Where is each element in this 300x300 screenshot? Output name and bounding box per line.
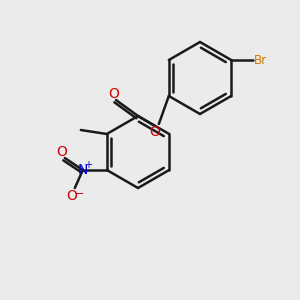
Text: O: O [56, 145, 67, 159]
Text: −: − [75, 189, 85, 199]
Text: O: O [66, 189, 77, 203]
Text: +: + [84, 160, 92, 170]
Text: N: N [78, 163, 88, 177]
Text: Br: Br [254, 53, 267, 67]
Text: O: O [109, 87, 119, 101]
Text: O: O [149, 125, 160, 139]
